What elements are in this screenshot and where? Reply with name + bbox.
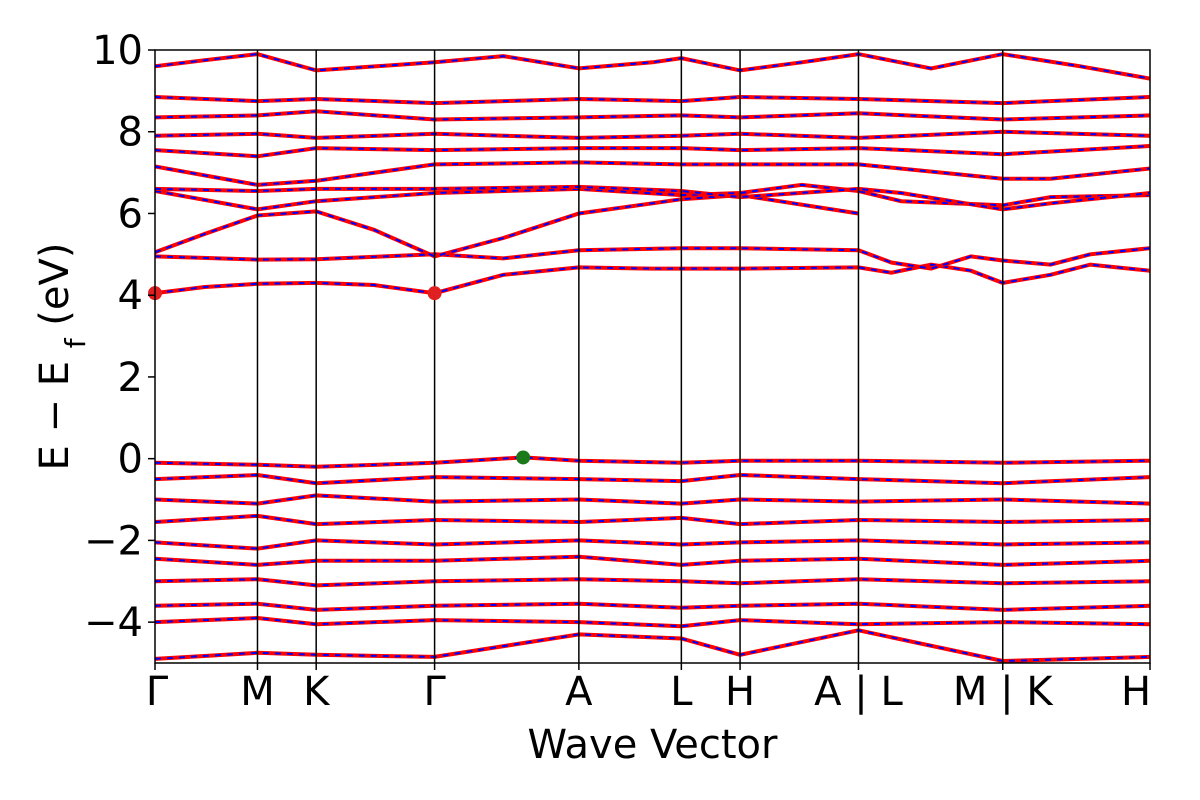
band-16-spin-down [155, 555, 1150, 566]
y-axis-label: E − E f (eV) [32, 243, 92, 471]
band-0-spin-up [155, 262, 1150, 296]
high-symmetry-lines [256, 50, 1004, 663]
band-14-spin-down [155, 514, 1150, 526]
x-tick-label: M | K [953, 669, 1054, 715]
band-10-spin-up [155, 52, 1150, 81]
band-10-spin-down [155, 53, 1150, 80]
y-tick-label: 2 [118, 355, 143, 401]
x-tick-label: A [565, 669, 593, 715]
y-tick-label: 8 [118, 110, 143, 156]
y-tick-label: −2 [84, 518, 143, 564]
band-4-spin-down [155, 185, 1150, 211]
band-7-spin-up [155, 129, 1150, 140]
band-15-spin-down [155, 539, 1150, 550]
band-6-spin-up [155, 144, 1150, 159]
band-5-spin-up [155, 160, 1150, 187]
y-axis-label-main: E − E [32, 361, 78, 471]
y-tick-label: 10 [92, 28, 143, 74]
y-axis-label-unit-text: (eV) [32, 243, 78, 326]
band-1-spin-down [155, 247, 1150, 270]
band-2-spin-down [155, 194, 859, 258]
y-axis-ticks: −4 −2 0 2 4 6 8 10 [84, 28, 155, 646]
band-12-spin-down [155, 473, 1150, 485]
band-20-spin-up [155, 628, 1150, 663]
band-20-spin-down [155, 629, 1150, 663]
y-tick-label: −4 [84, 600, 143, 646]
x-tick-label: L [670, 669, 693, 715]
x-axis-label: Wave Vector [528, 722, 779, 768]
band-18-spin-down [155, 602, 1150, 611]
band-6-spin-down [155, 145, 1150, 158]
x-tick-label: M [240, 669, 275, 715]
band-8-spin-up [155, 109, 1150, 122]
y-tick-label: 6 [118, 191, 143, 237]
band-9-spin-up [155, 94, 1150, 106]
cbm-marker-1 [427, 286, 442, 301]
x-tick-label: K [303, 669, 331, 715]
band-19-spin-down [155, 616, 1150, 628]
vbm-marker [516, 450, 531, 465]
band-lines-group [155, 52, 1150, 663]
x-tick-label: H [1121, 669, 1151, 715]
y-tick-label: 0 [118, 437, 143, 483]
band-17-spin-down [155, 578, 1150, 587]
x-tick-label: A | L [814, 669, 903, 715]
plot-frame [154, 49, 1151, 664]
x-tick-label: H [725, 669, 755, 715]
y-tick-label: 4 [118, 273, 143, 319]
x-tick-label: Γ [146, 669, 169, 715]
y-axis-label-subscript: f [59, 337, 92, 348]
band-edge-markers [148, 286, 531, 465]
band-13-spin-down [155, 494, 1150, 505]
x-tick-label: Γ [423, 669, 446, 715]
